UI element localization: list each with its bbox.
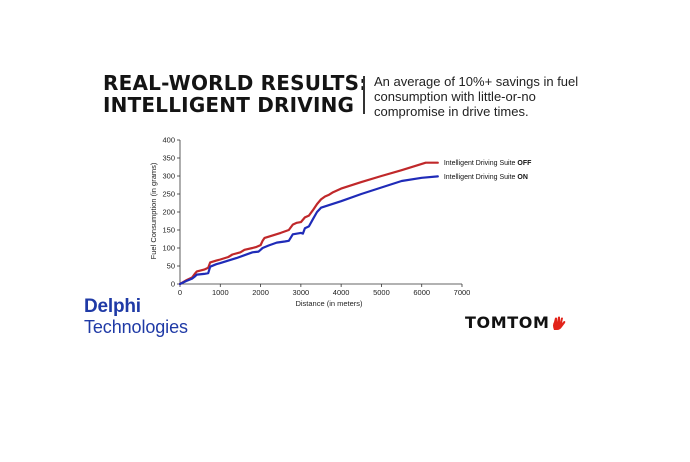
y-axis-label: Fuel Consumption (in grams) bbox=[149, 162, 158, 259]
legend-label-on: Intelligent Driving Suite ON bbox=[444, 174, 528, 181]
tomtom-logo-text: TOMTOM bbox=[465, 313, 550, 332]
headline-line-1: REAL-WORLD RESULTS: bbox=[103, 71, 368, 95]
y-tick-label: 200 bbox=[162, 208, 175, 217]
x-tick-label: 6000 bbox=[413, 288, 430, 297]
x-tick-label: 0 bbox=[178, 288, 182, 297]
legend-label-prefix: Intelligent Driving Suite bbox=[444, 160, 518, 167]
x-tick-label: 5000 bbox=[373, 288, 390, 297]
legend-label-emphasis: OFF bbox=[517, 160, 532, 167]
y-tick-label: 400 bbox=[162, 136, 175, 145]
series-layer bbox=[178, 161, 439, 286]
y-tick-label: 50 bbox=[167, 262, 175, 271]
y-tick-label: 150 bbox=[162, 226, 175, 235]
y-tick-label: 300 bbox=[162, 172, 175, 181]
legend-label-prefix: Intelligent Driving Suite bbox=[444, 174, 518, 181]
x-tick-label: 1000 bbox=[212, 288, 229, 297]
headline-line-2: INTELLIGENT DRIVING bbox=[103, 93, 355, 117]
series-line-on bbox=[178, 175, 439, 286]
x-tick-label: 3000 bbox=[293, 288, 310, 297]
legend-label-off: Intelligent Driving Suite OFF bbox=[444, 160, 532, 167]
y-tick-label: 250 bbox=[162, 190, 175, 199]
x-axis-label: Distance (in meters) bbox=[295, 299, 363, 308]
tomtom-hand-icon bbox=[553, 316, 566, 330]
headline: REAL-WORLD RESULTS: INTELLIGENT DRIVING bbox=[103, 72, 367, 116]
delphi-logo: Delphi Technologies bbox=[84, 296, 188, 338]
y-tick-label: 350 bbox=[162, 154, 175, 163]
y-tick-label: 0 bbox=[171, 280, 175, 289]
headline-divider bbox=[363, 76, 365, 114]
legend-layer: Intelligent Driving Suite OFFIntelligent… bbox=[444, 160, 532, 181]
y-tick-label: 100 bbox=[162, 244, 175, 253]
subhead: An average of 10%+ savings in fuel consu… bbox=[374, 74, 579, 119]
x-tick-label: 4000 bbox=[333, 288, 350, 297]
delphi-logo-subtitle: Technologies bbox=[84, 317, 188, 337]
delphi-logo-name: Delphi bbox=[84, 296, 141, 317]
series-line-off bbox=[178, 161, 439, 286]
tomtom-logo: TOMTOM bbox=[465, 313, 567, 332]
legend-label-emphasis: ON bbox=[517, 174, 528, 181]
x-tick-label: 2000 bbox=[252, 288, 269, 297]
x-tick-label: 7000 bbox=[454, 288, 471, 297]
